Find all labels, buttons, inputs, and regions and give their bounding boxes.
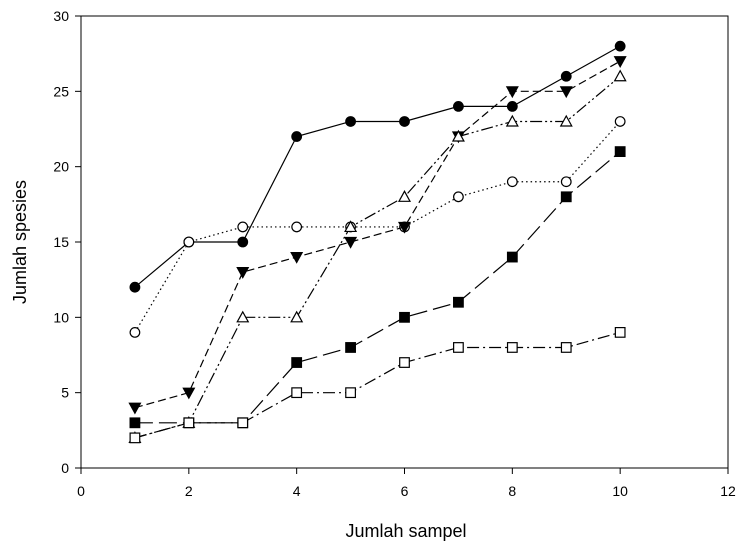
data-point <box>129 281 141 293</box>
data-point <box>559 86 573 99</box>
data-point <box>291 131 303 142</box>
x-tick-label: 8 <box>508 483 516 499</box>
y-tick-label: 30 <box>53 8 69 24</box>
series-3 <box>128 56 627 415</box>
data-point <box>129 432 141 444</box>
data-point <box>559 114 573 127</box>
series-line <box>134 121 621 333</box>
series-4 <box>128 69 627 443</box>
data-point <box>290 251 304 264</box>
data-point <box>560 176 572 188</box>
y-tick-label: 20 <box>53 159 69 175</box>
data-point <box>345 387 356 399</box>
series-line <box>134 45 621 288</box>
data-point <box>560 342 572 353</box>
x-tick-label: 4 <box>293 483 301 499</box>
data-point <box>399 116 410 127</box>
data-point <box>129 327 141 338</box>
axes: 0 2 4 6 8 10 12 0 5 10 15 20 25 30 <box>53 8 736 499</box>
data-point <box>613 56 627 68</box>
data-point <box>290 310 304 323</box>
x-tick-label: 0 <box>77 483 85 499</box>
data-point <box>291 357 303 368</box>
plot-frame <box>80 15 729 469</box>
data-point <box>614 40 626 52</box>
y-tick-label: 10 <box>53 309 69 325</box>
data-point <box>237 236 249 248</box>
series-layer <box>128 40 627 444</box>
data-point <box>614 327 626 338</box>
data-point <box>505 86 519 99</box>
series-5 <box>129 146 626 429</box>
data-point <box>182 387 196 400</box>
data-point <box>505 114 519 127</box>
data-point <box>344 220 358 233</box>
series-line <box>134 151 621 424</box>
data-point <box>345 342 356 353</box>
data-point <box>399 311 410 323</box>
y-axis-title: Jumlah spesies <box>10 180 30 304</box>
data-point <box>613 69 627 82</box>
data-point <box>453 100 464 112</box>
data-point <box>237 221 249 233</box>
x-axis-title: Jumlah sampel <box>345 521 466 541</box>
series-line <box>134 75 621 439</box>
series-2 <box>129 116 626 338</box>
data-point <box>183 417 195 429</box>
data-point <box>614 146 626 158</box>
data-point <box>183 236 195 248</box>
data-point <box>397 221 412 234</box>
y-tick-label: 15 <box>53 234 69 250</box>
x-tick-label: 12 <box>720 483 736 499</box>
data-point <box>506 100 518 112</box>
data-point <box>344 236 358 249</box>
data-point <box>399 357 410 368</box>
y-tick-label: 5 <box>61 385 69 401</box>
data-point <box>236 267 250 279</box>
series-1 <box>129 40 626 293</box>
data-point <box>291 387 303 399</box>
data-point <box>345 116 356 127</box>
data-point <box>453 342 464 353</box>
data-point <box>614 116 626 127</box>
data-point <box>451 129 465 142</box>
x-tick-label: 10 <box>612 483 628 499</box>
data-point <box>237 417 249 429</box>
x-tick-label: 2 <box>185 483 193 499</box>
data-point <box>453 191 464 203</box>
data-point <box>128 402 142 415</box>
data-point <box>560 191 572 203</box>
data-point <box>291 221 303 233</box>
x-tick-label: 6 <box>401 483 409 499</box>
data-point <box>129 417 141 429</box>
data-point <box>506 342 518 353</box>
series-6 <box>129 327 626 444</box>
y-tick-label: 0 <box>61 460 69 476</box>
data-point <box>236 310 250 323</box>
data-point <box>453 296 464 308</box>
data-point <box>506 176 518 188</box>
series-line <box>134 60 621 409</box>
series-line <box>134 331 621 439</box>
data-point <box>397 190 412 202</box>
data-point <box>560 70 572 82</box>
data-point <box>506 251 518 263</box>
y-tick-label: 25 <box>53 83 69 99</box>
